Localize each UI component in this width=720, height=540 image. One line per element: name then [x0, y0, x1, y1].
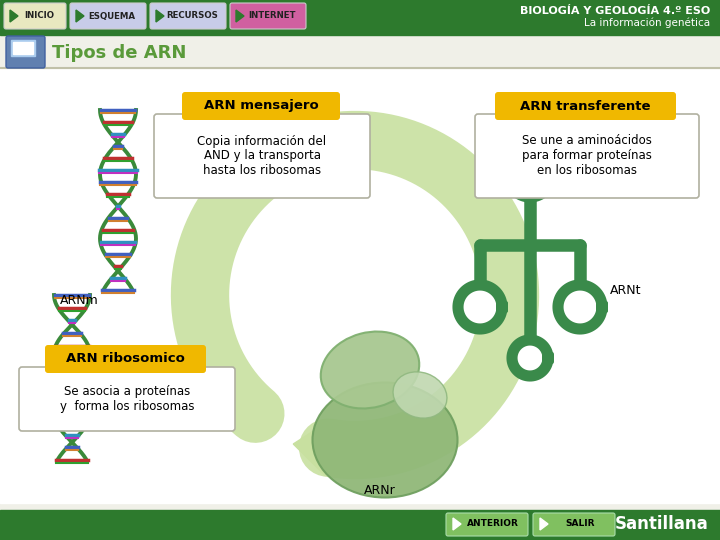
Polygon shape — [540, 518, 548, 530]
FancyBboxPatch shape — [45, 345, 206, 373]
Text: Tipos de ARN: Tipos de ARN — [52, 44, 186, 62]
Polygon shape — [558, 285, 602, 329]
Text: BIOLOGÍA Y GEOLOGÍA 4.º ESO: BIOLOGÍA Y GEOLOGÍA 4.º ESO — [520, 6, 710, 16]
Bar — [0, 510, 720, 540]
Bar — [13, 42, 33, 54]
FancyBboxPatch shape — [446, 513, 528, 536]
Bar — [0, 0, 720, 35]
FancyBboxPatch shape — [154, 114, 370, 198]
Ellipse shape — [312, 382, 457, 497]
Ellipse shape — [320, 332, 419, 408]
Polygon shape — [508, 153, 552, 197]
Bar — [11, 40, 35, 56]
FancyBboxPatch shape — [230, 3, 306, 29]
Polygon shape — [76, 10, 84, 22]
Text: Santillana: Santillana — [614, 515, 708, 533]
Text: La información genética: La información genética — [584, 18, 710, 28]
Text: ARN transferente: ARN transferente — [521, 99, 651, 112]
FancyBboxPatch shape — [4, 3, 66, 29]
FancyBboxPatch shape — [182, 92, 340, 120]
FancyBboxPatch shape — [533, 513, 615, 536]
Text: ARNm: ARNm — [60, 294, 99, 307]
Polygon shape — [236, 10, 244, 22]
Text: ARN ribosomico: ARN ribosomico — [66, 353, 185, 366]
Text: ESQUEMA: ESQUEMA — [89, 11, 135, 21]
Text: ARNr: ARNr — [364, 483, 396, 496]
Polygon shape — [453, 518, 461, 530]
Text: Se une a aminoácidos
para formar proteínas
en los ribosomas: Se une a aminoácidos para formar proteín… — [522, 134, 652, 178]
FancyBboxPatch shape — [6, 36, 45, 68]
Bar — [0, 35, 720, 68]
Text: RECURSOS: RECURSOS — [166, 11, 218, 21]
Bar — [0, 35, 720, 503]
FancyBboxPatch shape — [475, 114, 699, 198]
Text: INTERNET: INTERNET — [248, 11, 296, 21]
Text: INICIO: INICIO — [24, 11, 54, 21]
Text: ANTERIOR: ANTERIOR — [467, 519, 519, 529]
Polygon shape — [512, 340, 548, 376]
Text: ARNt: ARNt — [610, 284, 642, 296]
Ellipse shape — [393, 372, 447, 418]
Polygon shape — [10, 10, 18, 22]
Polygon shape — [293, 420, 331, 476]
Polygon shape — [458, 285, 502, 329]
Text: Se asocia a proteínas
y  forma los ribosomas: Se asocia a proteínas y forma los riboso… — [60, 385, 194, 413]
FancyBboxPatch shape — [495, 92, 676, 120]
FancyBboxPatch shape — [150, 3, 226, 29]
Text: ARN mensajero: ARN mensajero — [204, 99, 318, 112]
Polygon shape — [156, 10, 164, 22]
FancyBboxPatch shape — [19, 367, 235, 431]
Text: SALIR: SALIR — [565, 519, 595, 529]
Text: Copia información del
AND y la transporta
hasta los ribosomas: Copia información del AND y la transport… — [197, 134, 327, 178]
FancyBboxPatch shape — [70, 3, 146, 29]
